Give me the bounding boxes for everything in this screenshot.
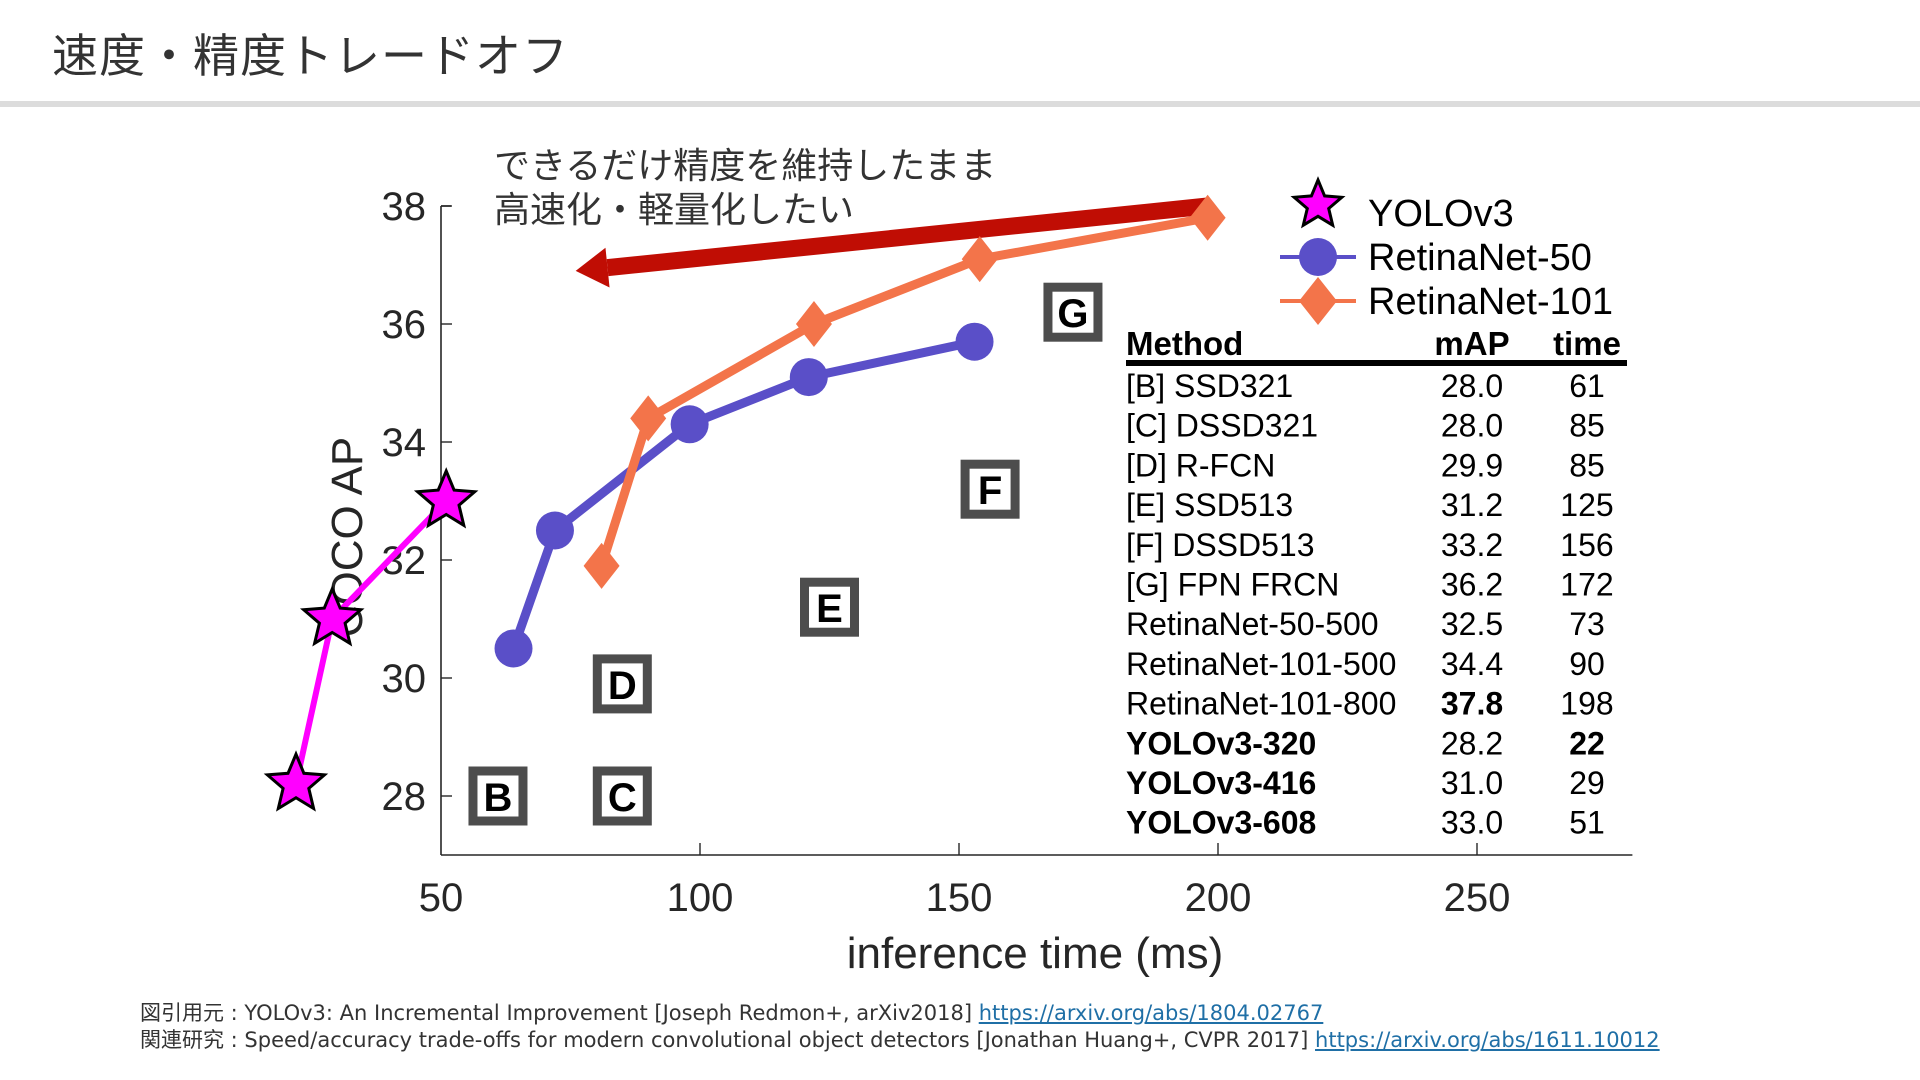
table-cell-map: 36.2 [1441, 567, 1503, 603]
data-point-yolov3-0 [263, 750, 329, 812]
table-header-map: mAP [1434, 325, 1509, 362]
annotation-line-1: できるだけ精度を維持したまま [494, 146, 996, 187]
table-cell-map: 29.9 [1441, 447, 1503, 483]
table-cell-time: 198 [1560, 686, 1613, 722]
method-box-e [800, 577, 859, 637]
table-header-rule [1126, 360, 1627, 366]
arrow-shaft [606, 197, 1209, 277]
method-box-label: D [608, 664, 637, 708]
legend-label: YOLOv3 [1368, 193, 1514, 235]
table-cell-time: 85 [1569, 408, 1605, 444]
table-cell-method: [E] SSD513 [1126, 487, 1293, 523]
table-cell-map: 28.0 [1441, 368, 1503, 404]
method-box-label: C [608, 776, 637, 820]
y-tick-label: 28 [382, 775, 427, 819]
table-cell-map: 37.8 [1441, 686, 1503, 722]
series-line-retinanet-50 [509, 337, 976, 650]
method-box-c [592, 766, 652, 826]
y-tick-label: 38 [382, 185, 427, 229]
table-cell-map: 28.0 [1441, 408, 1503, 444]
series-line-retinanet-101 [597, 213, 1209, 568]
data-point-retinanet-50-1 [535, 511, 574, 550]
data-point-retinanet-101-3 [961, 236, 998, 283]
table-cell-method: YOLOv3-416 [1126, 765, 1316, 801]
table-cell-method: [G] FPN FRCN [1126, 567, 1339, 603]
legend-label: RetinaNet-101 [1368, 281, 1613, 323]
table-header-method: Method [1126, 325, 1243, 362]
table-cell-time: 73 [1569, 606, 1605, 642]
annotation-line-2: 高速化・軽量化したい [494, 190, 854, 231]
table-cell-method: [F] DSSD513 [1126, 527, 1315, 563]
method-box-d [592, 654, 652, 714]
data-point-retinanet-50-0 [494, 629, 533, 668]
citation-related: 関連研究 : Speed/accuracy trade-offs for mod… [140, 1027, 1660, 1054]
arrow-head [575, 247, 610, 288]
method-box-label: G [1057, 292, 1088, 336]
table-cell-time: 61 [1569, 368, 1605, 404]
x-tick-label: 250 [1444, 876, 1511, 920]
data-point-retinanet-50-4 [955, 322, 994, 361]
method-box-f [960, 459, 1020, 519]
slide-title: 速度・精度トレードオフ [52, 29, 569, 83]
table-cell-time: 29 [1569, 765, 1605, 801]
legend-star-icon [1290, 176, 1346, 229]
citation-source-link[interactable]: https://arxiv.org/abs/1804.02767 [978, 1001, 1324, 1025]
x-tick-label: 200 [1185, 876, 1252, 920]
legend-circle-icon [1299, 238, 1337, 276]
table-cell-method: YOLOv3-608 [1126, 805, 1316, 841]
legend-label: RetinaNet-50 [1368, 237, 1592, 279]
citation-source: 図引用元 : YOLOv3: An Incremental Improvemen… [140, 1000, 1660, 1027]
data-point-retinanet-101-2 [795, 301, 832, 347]
method-box-b [468, 766, 528, 826]
data-point-retinanet-50-3 [789, 358, 828, 397]
table-cell-map: 28.2 [1441, 725, 1503, 761]
table-cell-method: RetinaNet-50-500 [1126, 606, 1379, 642]
method-box-label: B [484, 776, 513, 820]
table-cell-method: [C] DSSD321 [1126, 408, 1318, 444]
table-cell-time: 85 [1569, 447, 1605, 483]
footer-citations: 図引用元 : YOLOv3: An Incremental Improvemen… [140, 1000, 1660, 1054]
x-tick-label: 150 [926, 876, 993, 920]
data-point-retinanet-101-0 [583, 542, 620, 589]
table-cell-time: 156 [1560, 527, 1613, 563]
table-cell-method: RetinaNet-101-500 [1126, 646, 1396, 682]
citation-source-text: 図引用元 : YOLOv3: An Incremental Improvemen… [140, 1001, 979, 1025]
table-cell-map: 31.0 [1441, 765, 1503, 801]
x-axis-title: inference time (ms) [847, 929, 1224, 978]
y-tick-label: 36 [382, 303, 427, 347]
method-box-label: E [816, 587, 843, 631]
x-tick-label: 100 [667, 876, 734, 920]
table-cell-method: YOLOv3-320 [1126, 725, 1316, 761]
table-cell-time: 22 [1569, 725, 1605, 761]
table-cell-time: 172 [1560, 567, 1613, 603]
table-cell-map: 32.5 [1441, 606, 1503, 642]
table-cell-time: 125 [1560, 487, 1613, 523]
citation-related-text: 関連研究 : Speed/accuracy trade-offs for mod… [140, 1028, 1316, 1052]
data-point-yolov3-1 [299, 585, 365, 647]
y-tick-label: 34 [382, 421, 427, 465]
table-cell-method: [D] R-FCN [1126, 447, 1275, 483]
table-cell-map: 33.0 [1441, 805, 1503, 841]
table-cell-time: 51 [1569, 805, 1605, 841]
method-box-label: F [978, 469, 1002, 513]
table-cell-map: 34.4 [1441, 646, 1503, 682]
citation-related-link[interactable]: https://arxiv.org/abs/1611.10012 [1315, 1028, 1660, 1052]
data-point-retinanet-50-2 [670, 405, 709, 444]
data-point-yolov3-2 [413, 467, 479, 529]
legend-diamond-icon [1299, 277, 1337, 325]
table-cell-map: 33.2 [1441, 527, 1503, 563]
title-divider [0, 101, 1920, 107]
method-box-g [1043, 282, 1103, 342]
table-cell-time: 90 [1569, 646, 1605, 682]
data-point-retinanet-101-1 [630, 395, 667, 442]
table-cell-method: [B] SSD321 [1126, 368, 1293, 404]
y-tick-label: 30 [382, 657, 427, 701]
x-tick-label: 50 [419, 876, 464, 920]
table-cell-map: 31.2 [1441, 487, 1503, 523]
table-cell-method: RetinaNet-101-800 [1126, 686, 1396, 722]
data-point-retinanet-101-4 [1189, 194, 1226, 241]
table-header-time: time [1553, 325, 1621, 362]
